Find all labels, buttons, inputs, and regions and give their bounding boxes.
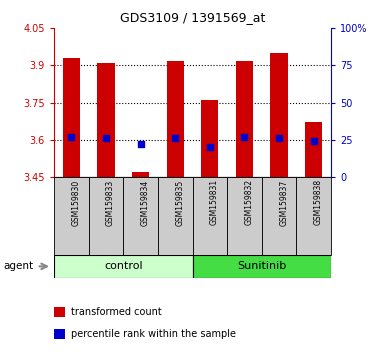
Bar: [54, 255, 192, 278]
Bar: [192, 255, 331, 278]
Bar: [305, 122, 323, 177]
Bar: [123, 177, 158, 255]
Text: GSM159830: GSM159830: [71, 179, 80, 225]
Point: [276, 136, 282, 141]
Bar: [89, 177, 123, 255]
Bar: [201, 100, 219, 177]
Bar: [54, 329, 65, 339]
Point: [172, 136, 178, 141]
Bar: [227, 177, 262, 255]
Bar: [271, 53, 288, 177]
Bar: [54, 307, 65, 317]
Point: [137, 142, 144, 147]
Bar: [167, 61, 184, 177]
Point: [68, 134, 74, 140]
Text: GSM159837: GSM159837: [279, 179, 288, 225]
Bar: [236, 61, 253, 177]
Text: control: control: [104, 261, 142, 272]
Bar: [132, 172, 149, 177]
Text: transformed count: transformed count: [70, 307, 161, 317]
Text: GSM159834: GSM159834: [141, 179, 149, 225]
Bar: [262, 177, 296, 255]
Point: [241, 134, 248, 140]
Point: [207, 144, 213, 150]
Bar: [296, 177, 331, 255]
Text: GSM159831: GSM159831: [210, 179, 219, 225]
Bar: [97, 63, 115, 177]
Point: [103, 136, 109, 141]
Point: [311, 138, 317, 144]
Text: agent: agent: [4, 261, 34, 272]
Bar: [54, 177, 89, 255]
Text: GDS3109 / 1391569_at: GDS3109 / 1391569_at: [120, 11, 265, 24]
Text: GSM159832: GSM159832: [244, 179, 253, 225]
Text: GSM159838: GSM159838: [314, 179, 323, 225]
Text: percentile rank within the sample: percentile rank within the sample: [70, 329, 236, 338]
Bar: [158, 177, 192, 255]
Bar: [192, 177, 227, 255]
Text: GSM159835: GSM159835: [175, 179, 184, 225]
Text: GSM159833: GSM159833: [106, 179, 115, 225]
Bar: [62, 58, 80, 177]
Text: Sunitinib: Sunitinib: [237, 261, 286, 272]
